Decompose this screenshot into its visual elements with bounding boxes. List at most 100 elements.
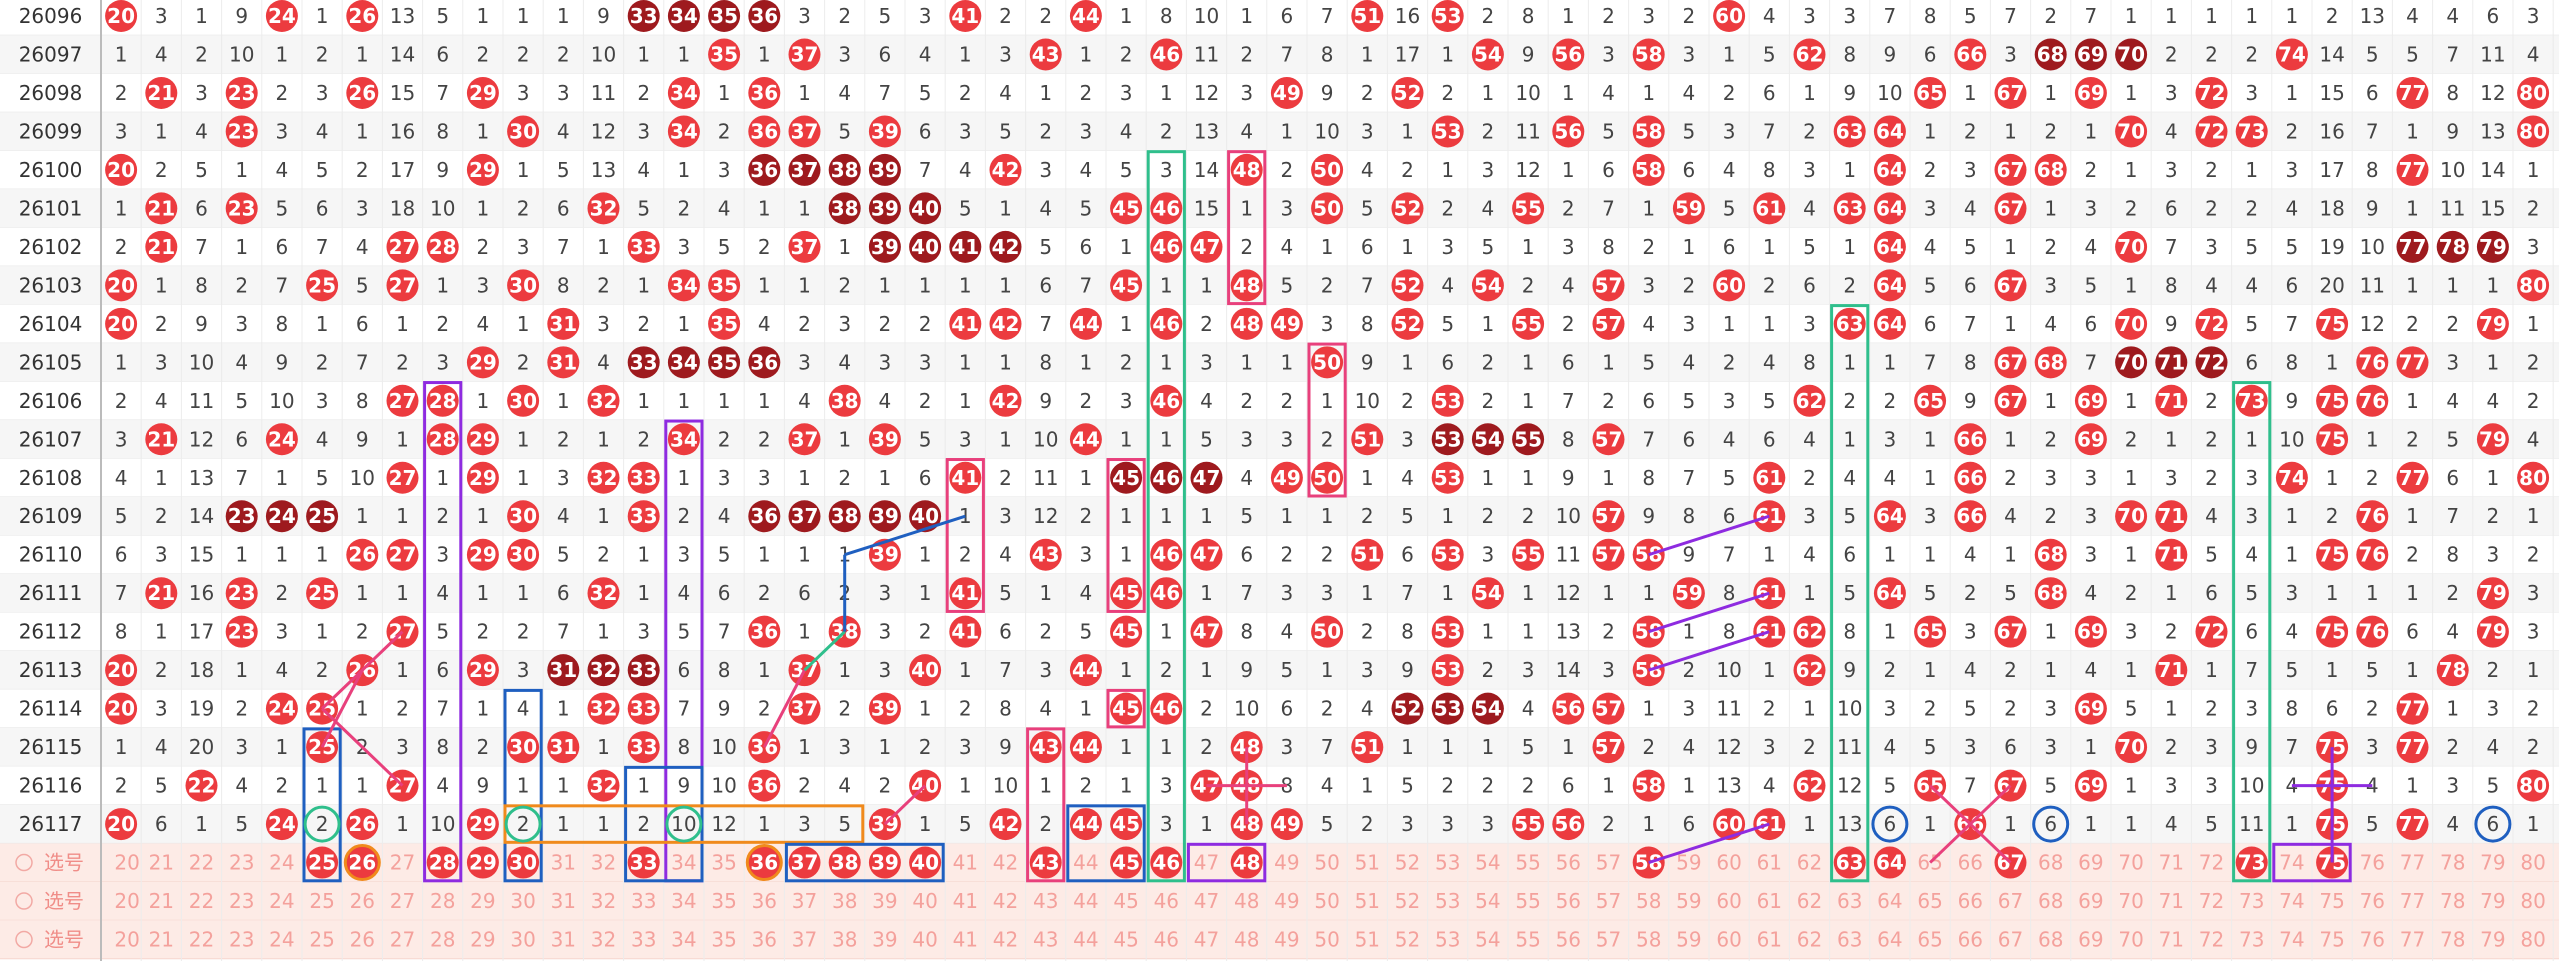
omission: 3 [959,427,972,451]
ball-number: 45 [1112,581,1140,605]
pick-number: 47 [1194,928,1219,952]
highlight-box [945,458,985,613]
omission: 7 [1964,774,1977,798]
picked-number: 36 [750,851,778,875]
ball-number: 20 [107,4,135,28]
omission: 1 [838,427,851,451]
ball-number: 39 [871,119,899,143]
omission: 1 [959,774,972,798]
ball [587,769,620,802]
omission: 2 [477,620,490,644]
ball [1110,461,1143,494]
ball [547,731,580,764]
ball [708,269,741,302]
omission: 2 [1401,389,1414,413]
omission: 6 [195,196,208,220]
omission: 1 [276,42,289,66]
ball-number: 69 [2077,42,2105,66]
ball [1512,808,1545,841]
ball [1311,615,1344,648]
highlight-box [503,688,543,883]
omission: 11 [1716,697,1741,721]
omission: 3 [2527,581,2540,605]
ball-number: 39 [871,427,899,451]
omission: 4 [1602,81,1615,105]
omission: 5 [1723,196,1736,220]
omission: 2 [1482,504,1495,528]
omission: 2 [2165,735,2178,759]
pick-number: 32 [591,928,616,952]
omission: 2 [276,81,289,105]
picked-number: 63 [1836,851,1864,875]
omission: 3 [2205,235,2218,259]
omission: 1 [1160,273,1173,297]
ball [1512,307,1545,340]
ball-number: 52 [1394,81,1422,105]
omission: 4 [155,42,168,66]
omission: 6 [2446,466,2459,490]
omission: 1 [1321,504,1334,528]
ball-number: 48 [1233,312,1261,336]
pick-number: 58 [1636,889,1661,913]
omission: 3 [1240,81,1253,105]
omission: 1 [235,235,248,259]
omission: 2 [115,81,128,105]
ball-number: 41 [951,312,979,336]
omission: 9 [276,350,289,374]
ball [627,500,660,533]
ball-number: 39 [871,235,899,259]
pick-number: 72 [2199,851,2224,875]
ball [346,538,379,571]
omission: 9 [2245,735,2258,759]
omission: 1 [2245,158,2258,182]
ball [2316,423,2349,456]
omission: 8 [1964,350,1977,374]
ball-number: 80 [2519,81,2547,105]
omission: 8 [2446,81,2459,105]
omission: 2 [1160,658,1173,682]
omission: 1 [517,466,530,490]
ball [667,115,700,148]
omission: 5 [678,620,691,644]
ball [1632,153,1665,186]
pick-number: 59 [1676,928,1701,952]
omission: 1 [959,273,972,297]
omission: 1 [1160,504,1173,528]
omission: 2 [1482,350,1495,374]
ball-number: 71 [2157,543,2185,567]
omission: 4 [155,735,168,759]
omission: 1 [838,658,851,682]
ball-number: 62 [1796,658,1824,682]
omission: 4 [436,774,449,798]
omission: 1 [597,235,610,259]
omission: 7 [2085,4,2098,28]
picked-ball [1150,846,1183,879]
ball-number: 72 [2198,620,2226,644]
ball-number: 35 [710,350,738,374]
ball [828,500,861,533]
omission: 7 [276,273,289,297]
omission: 2 [2205,158,2218,182]
ball [225,615,258,648]
ball [2195,76,2228,109]
ball [507,269,540,302]
ball [1713,0,1746,32]
omission: 4 [557,504,570,528]
omission: 10 [711,774,736,798]
picked-number: 37 [791,851,819,875]
pick-number: 25 [309,928,334,952]
omission: 1 [879,735,892,759]
omission: 5 [2366,658,2379,682]
ball [105,654,138,687]
omission: 1 [316,312,329,336]
omission: 1 [396,427,409,451]
pick-number: 61 [1757,851,1782,875]
ball [1110,577,1143,610]
omission: 3 [1723,389,1736,413]
ball-number: 39 [871,158,899,182]
ball-number: 70 [2117,235,2145,259]
picked-ball [426,846,459,879]
omission: 2 [758,427,771,451]
omission: 3 [1160,774,1173,798]
omission: 6 [115,543,128,567]
